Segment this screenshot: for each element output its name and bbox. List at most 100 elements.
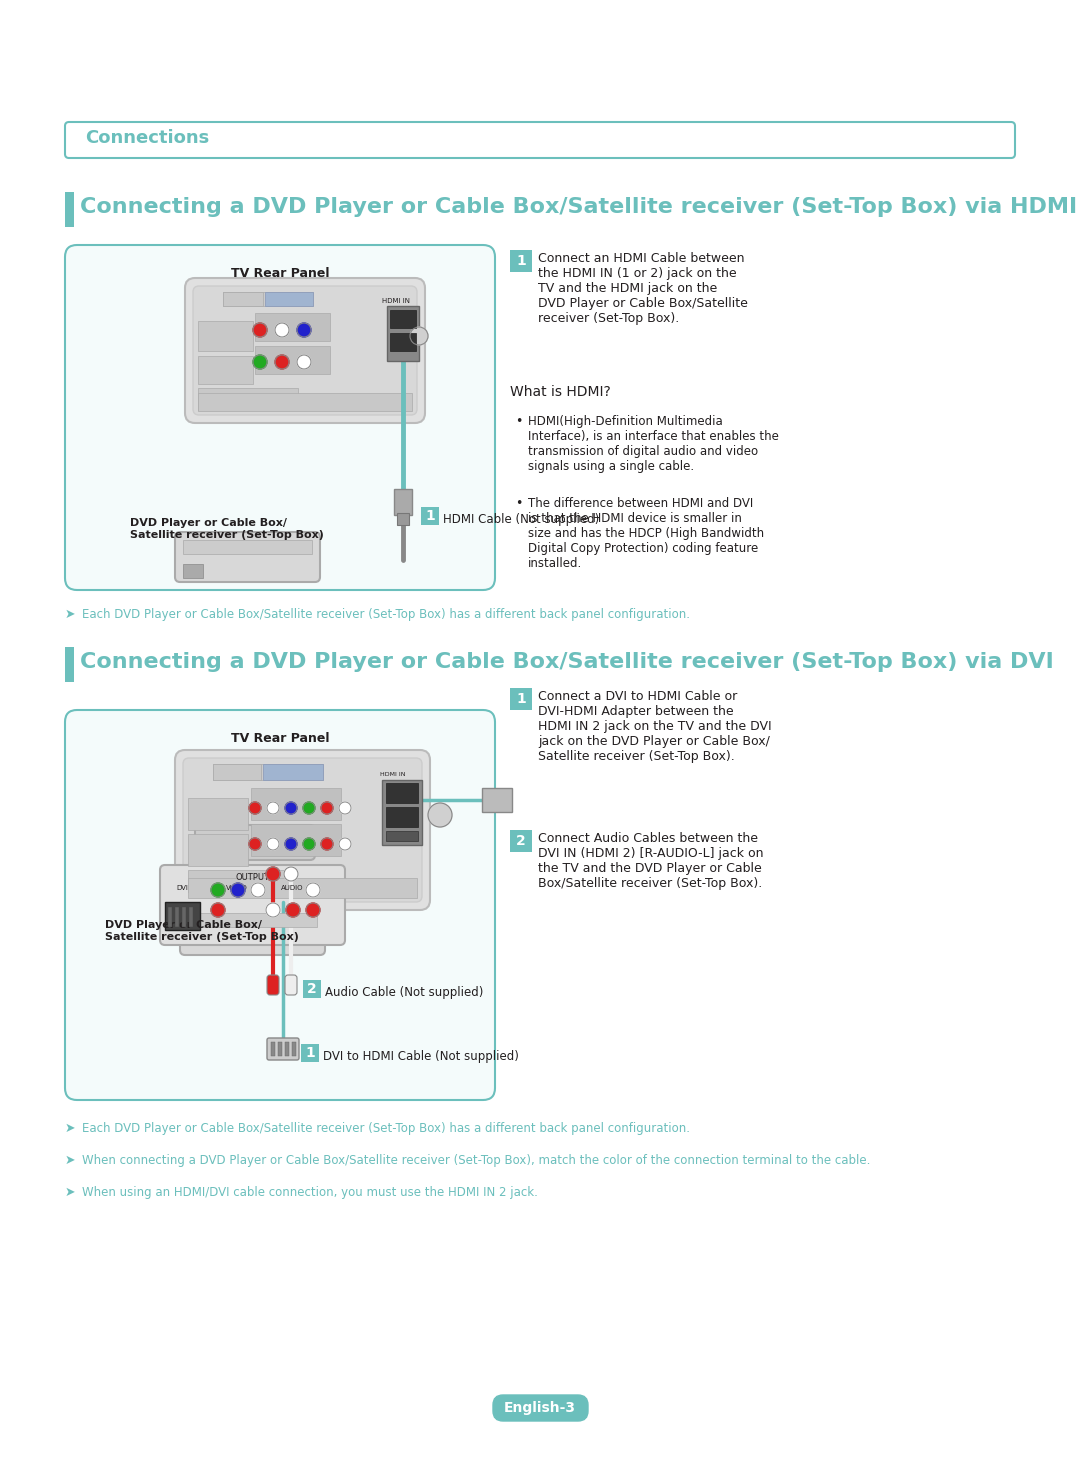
Bar — [265, 293, 313, 306]
Circle shape — [266, 903, 280, 917]
Bar — [421, 507, 438, 525]
FancyBboxPatch shape — [180, 906, 325, 956]
Bar — [168, 907, 172, 928]
Bar — [188, 870, 293, 892]
Text: 2: 2 — [307, 982, 316, 997]
Circle shape — [285, 803, 297, 814]
Circle shape — [297, 323, 311, 337]
FancyBboxPatch shape — [175, 750, 430, 910]
Text: The difference between HDMI and DVI
is that the HDMI device is smaller in
size a: The difference between HDMI and DVI is t… — [528, 497, 765, 570]
FancyBboxPatch shape — [285, 975, 297, 995]
Bar — [198, 320, 253, 351]
FancyBboxPatch shape — [185, 278, 426, 423]
Bar — [198, 356, 253, 384]
Bar — [394, 490, 411, 514]
Text: HDMI(High-Definition Multimedia
Interface), is an interface that enables the
tra: HDMI(High-Definition Multimedia Interfac… — [528, 415, 779, 473]
Text: Connections: Connections — [85, 129, 210, 147]
Bar — [255, 345, 330, 373]
Text: Connect Audio Cables between the
DVI IN (HDMI 2) [R-AUDIO-L] jack on
the TV and : Connect Audio Cables between the DVI IN … — [538, 832, 764, 889]
Text: ➤: ➤ — [65, 609, 76, 620]
FancyBboxPatch shape — [160, 864, 345, 945]
Bar — [382, 781, 422, 845]
Bar — [510, 688, 532, 710]
Circle shape — [321, 838, 333, 850]
Circle shape — [339, 803, 351, 814]
Text: HDMI IN: HDMI IN — [380, 772, 405, 778]
Bar — [510, 250, 532, 272]
Text: 1: 1 — [516, 692, 526, 706]
Circle shape — [297, 354, 311, 369]
Text: ➤: ➤ — [65, 1122, 76, 1135]
Bar — [510, 831, 532, 853]
Bar — [390, 334, 416, 351]
Circle shape — [285, 838, 297, 850]
FancyBboxPatch shape — [65, 710, 495, 1100]
Text: VIDEO: VIDEO — [226, 885, 248, 891]
Text: •: • — [515, 415, 523, 428]
Circle shape — [249, 838, 261, 850]
Bar — [264, 764, 323, 781]
Bar — [188, 878, 417, 898]
Circle shape — [253, 323, 267, 337]
Bar — [65, 193, 75, 226]
Circle shape — [428, 803, 453, 828]
Text: ➤: ➤ — [65, 1154, 76, 1167]
Circle shape — [231, 883, 245, 897]
Text: Connecting a DVD Player or Cable Box/Satellite receiver (Set-Top Box) via DVI: Connecting a DVD Player or Cable Box/Sat… — [80, 653, 1054, 672]
Text: OUTPUT: OUTPUT — [235, 873, 270, 882]
Circle shape — [211, 903, 225, 917]
FancyBboxPatch shape — [65, 122, 1015, 157]
Bar — [165, 903, 200, 931]
Text: ➤: ➤ — [65, 1186, 76, 1200]
Circle shape — [267, 803, 279, 814]
Bar — [386, 784, 418, 803]
Circle shape — [267, 838, 279, 850]
Text: DVD Player or Cable Box/
Satellite receiver (Set-Top Box): DVD Player or Cable Box/ Satellite recei… — [105, 920, 299, 942]
FancyBboxPatch shape — [195, 825, 315, 860]
Text: Connect a DVI to HDMI Cable or
DVI-HDMI Adapter between the
HDMI IN 2 jack on th: Connect a DVI to HDMI Cable or DVI-HDMI … — [538, 689, 771, 763]
Text: 1: 1 — [426, 509, 435, 523]
Text: HDMI Cable (Not supplied): HDMI Cable (Not supplied) — [443, 513, 599, 526]
Bar — [482, 788, 512, 811]
Text: What is HDMI?: What is HDMI? — [510, 385, 611, 398]
Bar — [303, 980, 321, 998]
Bar — [188, 833, 248, 866]
Text: 1: 1 — [516, 254, 526, 268]
Text: TV Rear Panel: TV Rear Panel — [231, 732, 329, 745]
Circle shape — [251, 883, 265, 897]
Circle shape — [266, 867, 280, 881]
Circle shape — [284, 867, 298, 881]
Bar — [386, 807, 418, 828]
Bar — [65, 647, 75, 682]
Bar — [390, 310, 416, 328]
FancyBboxPatch shape — [183, 759, 422, 903]
Bar — [183, 539, 312, 554]
Text: When connecting a DVD Player or Cable Box/Satellite receiver (Set-Top Box), matc: When connecting a DVD Player or Cable Bo… — [82, 1154, 870, 1167]
Bar — [397, 513, 409, 525]
Text: English-3: English-3 — [504, 1401, 576, 1416]
Text: DVI to HDMI Cable (Not supplied): DVI to HDMI Cable (Not supplied) — [323, 1050, 518, 1063]
Circle shape — [286, 903, 300, 917]
Bar — [271, 1042, 275, 1055]
Text: When using an HDMI/DVI cable connection, you must use the HDMI IN 2 jack.: When using an HDMI/DVI cable connection,… — [82, 1186, 538, 1200]
Bar — [222, 293, 313, 306]
Circle shape — [275, 354, 289, 369]
Text: Audio Cable (Not supplied): Audio Cable (Not supplied) — [325, 986, 484, 1000]
Text: AUDIO: AUDIO — [281, 885, 303, 891]
Text: DVI: DVI — [176, 885, 188, 891]
Text: •: • — [515, 497, 523, 510]
Circle shape — [249, 803, 261, 814]
Text: Connecting a DVD Player or Cable Box/Satellite receiver (Set-Top Box) via HDMI: Connecting a DVD Player or Cable Box/Sat… — [80, 197, 1077, 218]
FancyBboxPatch shape — [267, 975, 279, 995]
FancyBboxPatch shape — [65, 245, 495, 589]
Bar — [251, 825, 341, 856]
Circle shape — [303, 803, 315, 814]
Bar — [189, 907, 193, 928]
Bar — [301, 1044, 319, 1061]
Bar — [213, 764, 323, 781]
Circle shape — [211, 883, 225, 897]
Bar — [188, 798, 248, 831]
FancyBboxPatch shape — [267, 1038, 299, 1060]
Bar — [251, 788, 341, 820]
Bar — [285, 1042, 289, 1055]
